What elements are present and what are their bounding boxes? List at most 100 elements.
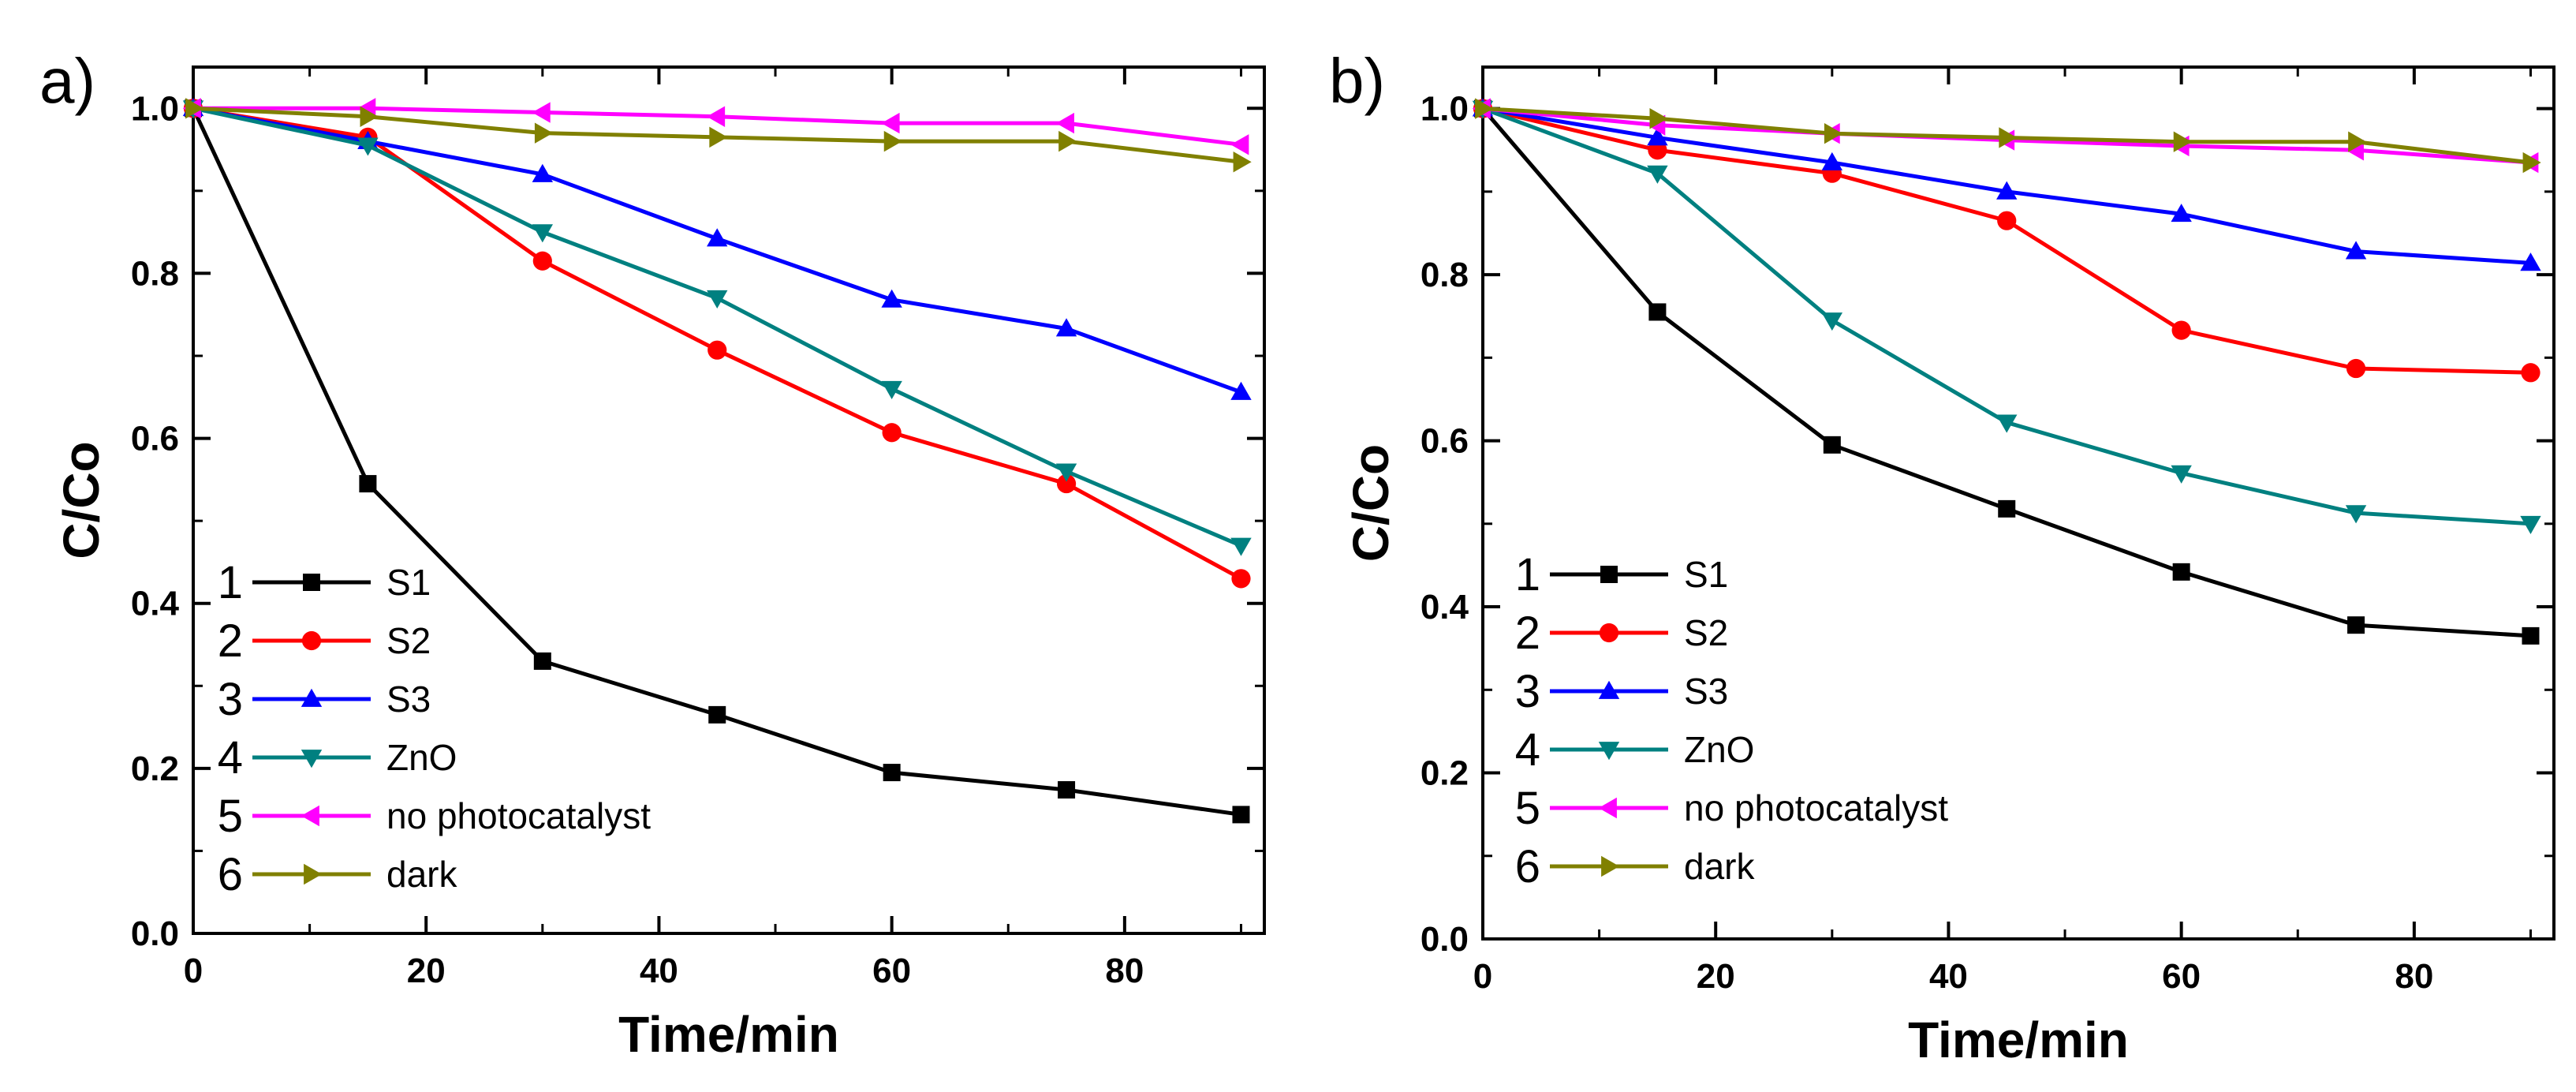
x-tick-label: 0 bbox=[1473, 957, 1492, 996]
plot-frame bbox=[192, 65, 1266, 935]
y-tick-label: 0.6 bbox=[131, 420, 179, 458]
x-tick-label: 40 bbox=[1929, 957, 1968, 996]
series-line bbox=[1482, 107, 2531, 375]
data-point bbox=[1648, 303, 1667, 321]
data-point bbox=[533, 652, 551, 670]
data-point bbox=[185, 98, 204, 119]
plot-frame bbox=[1481, 65, 2555, 941]
data-point bbox=[881, 112, 900, 134]
series-s1 bbox=[185, 99, 1250, 824]
series-s2 bbox=[183, 99, 1251, 589]
data-point bbox=[708, 705, 726, 724]
legend-marker bbox=[1598, 797, 1617, 819]
data-point bbox=[1055, 112, 1074, 134]
x-tick-label: 40 bbox=[640, 952, 678, 990]
legend-number: 3 bbox=[218, 674, 243, 725]
data-point bbox=[2347, 616, 2365, 634]
data-point bbox=[881, 380, 902, 400]
data-point bbox=[1996, 181, 2018, 200]
legend-marker bbox=[1601, 855, 1620, 877]
chart-panel-b: b) 0 20 40 60 80 0.0 0.2 0.4 0.6 0.8 1.0 Time/min C/C… bbox=[1329, 46, 2555, 1068]
data-point bbox=[707, 340, 727, 360]
data-point bbox=[707, 106, 726, 127]
data-point bbox=[1649, 108, 1668, 129]
data-point bbox=[1996, 414, 2018, 433]
data-point bbox=[1058, 781, 1076, 799]
legend-label: dark bbox=[386, 854, 457, 895]
x-tick-label: 0 bbox=[184, 952, 203, 990]
y-axis-title: C/Co bbox=[53, 441, 110, 559]
legend-label: S2 bbox=[1684, 612, 1728, 653]
data-point bbox=[1055, 463, 1077, 482]
data-point bbox=[1997, 211, 2017, 230]
data-point bbox=[532, 102, 551, 123]
y-tick-label: 0.0 bbox=[1421, 920, 1469, 959]
legend-label: no photocatalyst bbox=[1684, 787, 1948, 828]
panel-label: b) bbox=[1329, 46, 1385, 116]
data-point bbox=[2346, 358, 2366, 379]
data-point bbox=[1475, 98, 1494, 119]
data-point bbox=[1232, 806, 1250, 824]
data-point bbox=[1824, 122, 1843, 144]
data-point bbox=[2345, 505, 2367, 524]
series-dark bbox=[185, 98, 1252, 173]
data-point bbox=[1230, 381, 1252, 400]
y-tick-label: 0.8 bbox=[1421, 256, 1469, 294]
x-tick-label: 60 bbox=[2162, 957, 2201, 996]
y-tick-label: 0.0 bbox=[131, 914, 179, 953]
y-tick-label: 0.6 bbox=[1421, 422, 1469, 461]
legend-number: 4 bbox=[1515, 724, 1540, 776]
data-point bbox=[2522, 151, 2541, 174]
legend-label: dark bbox=[1684, 846, 1755, 887]
y-tick-label: 1.0 bbox=[131, 89, 179, 128]
x-tick-label: 60 bbox=[872, 952, 911, 990]
data-point bbox=[709, 126, 728, 148]
y-tick-label: 0.2 bbox=[1421, 754, 1469, 793]
x-axis-title: Time/min bbox=[1908, 1012, 2129, 1068]
data-point bbox=[532, 224, 554, 243]
series-zno bbox=[182, 100, 1252, 556]
series-dark bbox=[1475, 98, 2541, 174]
series-line bbox=[1482, 107, 2531, 526]
legend-number: 1 bbox=[1515, 549, 1540, 600]
series-no-photocatalyst bbox=[182, 98, 1249, 155]
series-zno bbox=[1472, 100, 2541, 535]
data-point bbox=[1647, 127, 1668, 146]
legend-number: 6 bbox=[218, 849, 243, 900]
data-point bbox=[2520, 252, 2541, 271]
legend-label: ZnO bbox=[386, 737, 457, 778]
data-point bbox=[2520, 515, 2541, 535]
legend-marker bbox=[1600, 566, 1618, 583]
y-tick-label: 0.8 bbox=[131, 254, 179, 293]
legend: 1 S1 2 S2 3 S3 4 ZnO 5 no photocatalyst 6 dark bbox=[1515, 549, 1948, 892]
x-axis-title: Time/min bbox=[618, 1006, 839, 1063]
data-point bbox=[1056, 473, 1077, 494]
data-point bbox=[881, 289, 902, 308]
legend-label: no photocatalyst bbox=[386, 795, 651, 836]
data-point bbox=[360, 106, 379, 127]
data-point bbox=[1233, 151, 1252, 173]
data-point bbox=[707, 290, 728, 309]
data-point bbox=[2348, 131, 2367, 152]
data-point bbox=[357, 137, 379, 156]
legend-marker bbox=[301, 805, 319, 827]
legend-marker bbox=[1599, 623, 1619, 643]
legend-number: 4 bbox=[218, 732, 243, 783]
legend-number: 6 bbox=[1515, 841, 1540, 892]
legend: 1 S1 2 S2 3 S3 4 ZnO 5 no photocatalyst 6 dark bbox=[218, 557, 651, 900]
data-point bbox=[883, 130, 902, 152]
data-point bbox=[1231, 569, 1251, 589]
data-point bbox=[2345, 241, 2367, 260]
x-tick-label: 20 bbox=[1697, 957, 1735, 996]
data-point bbox=[1823, 436, 1841, 454]
data-point bbox=[2171, 204, 2192, 223]
data-point bbox=[2171, 465, 2192, 484]
y-tick-label: 0.2 bbox=[131, 750, 179, 788]
legend-label: S1 bbox=[386, 562, 431, 603]
data-point bbox=[2522, 626, 2540, 645]
data-point bbox=[1998, 499, 2016, 518]
legend-label: S3 bbox=[386, 679, 431, 720]
legend-marker bbox=[303, 574, 320, 591]
data-point bbox=[1058, 130, 1077, 152]
data-point bbox=[2171, 320, 2191, 340]
